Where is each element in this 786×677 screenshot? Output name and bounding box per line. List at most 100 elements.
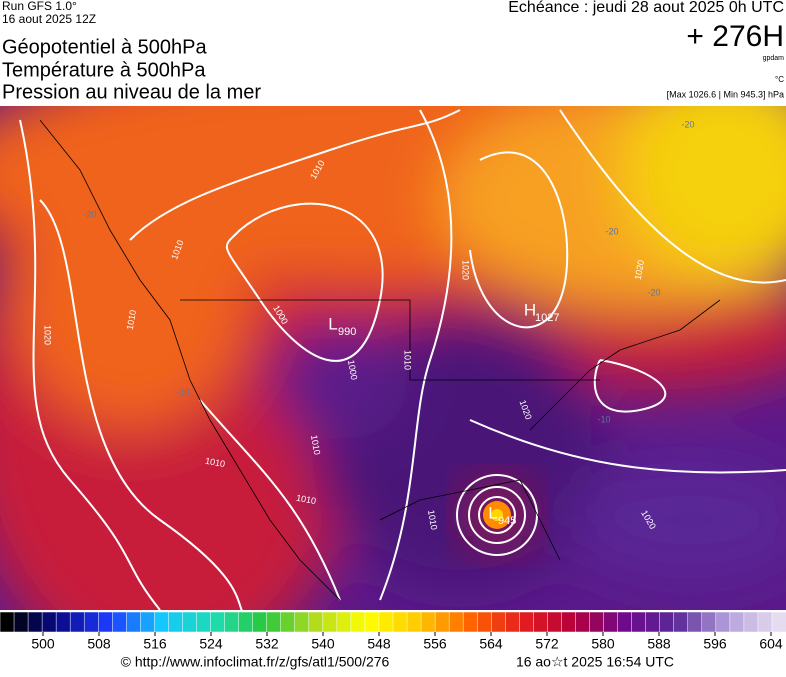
colorbar-cell — [434, 611, 450, 633]
isobar-label: 1010 — [125, 309, 138, 330]
colorbar-cell — [168, 611, 184, 633]
colorbar-cell — [336, 611, 352, 633]
colorbar-cell — [308, 611, 324, 633]
colorbar-cell — [83, 611, 100, 633]
lead-time: + 276H — [686, 20, 784, 53]
pressure-center-type: L — [488, 503, 497, 522]
colorbar-cell — [252, 611, 268, 633]
colorbar-label: 556 — [423, 636, 447, 652]
isobar-label: 1010 — [309, 434, 322, 455]
colorbar-cell — [420, 611, 436, 633]
colorbar-cell — [196, 611, 212, 633]
colorbar-cell — [238, 611, 254, 633]
colorbar: 500 508 516 524 532 540 548 556 564 572 580 588 596 6… — [0, 611, 786, 652]
run-label: Run GFS 1.0° — [2, 0, 77, 13]
colorbar-cell — [126, 611, 142, 633]
colorbar-cell — [350, 611, 366, 633]
colorbar-cell — [462, 611, 478, 633]
colorbar-cell — [13, 611, 29, 633]
temperature-label: -10 — [597, 414, 610, 424]
colorbar-cell — [715, 611, 731, 633]
colorbar-label: 588 — [647, 636, 671, 652]
unit-temp: °C — [775, 75, 784, 84]
colorbar-cell — [533, 611, 549, 633]
coastlines — [39, 119, 721, 601]
title-line: Géopotentiel à 500hPa — [2, 36, 207, 58]
colorbar-label: 508 — [87, 636, 111, 652]
colorbar-cell — [392, 611, 408, 633]
colorbar-cell — [547, 611, 563, 633]
colorbar-label: 532 — [255, 636, 279, 652]
colorbar-cell — [266, 611, 282, 633]
colorbar-cell — [41, 611, 57, 633]
colorbar-cell — [27, 611, 43, 633]
colorbar-cell — [406, 611, 422, 633]
colorbar-cell — [294, 611, 310, 633]
colorbar-label: 516 — [143, 636, 167, 652]
colorbar-cell — [743, 611, 759, 633]
colorbar-cell — [0, 611, 15, 633]
colorbar-cell — [729, 611, 745, 633]
colorbar-cell — [448, 611, 464, 633]
colorbar-cell — [322, 611, 338, 633]
colorbar-cell — [757, 611, 773, 633]
colorbar-cell — [659, 611, 675, 633]
colorbar-cell — [687, 611, 703, 633]
temperature-label: -20 — [681, 119, 694, 129]
colorbar-cell — [98, 611, 114, 633]
timestamp: 16 ao☆t 2025 16:54 UTC — [516, 654, 674, 670]
colorbar-cell — [673, 611, 689, 633]
colorbar-cell — [589, 611, 605, 633]
colorbar-cell — [645, 611, 661, 633]
colorbar-cell — [505, 611, 521, 633]
colorbar-cell — [224, 611, 240, 633]
colorbar-cell — [631, 611, 647, 633]
colorbar-cell — [112, 611, 128, 633]
colorbar-label: 572 — [535, 636, 559, 652]
colorbar-cell — [140, 611, 156, 633]
colorbar-cell — [182, 611, 198, 633]
run-date: 16 aout 2025 12Z — [2, 12, 96, 26]
colorbar-cell — [561, 611, 577, 633]
colorbar-label: 524 — [199, 636, 223, 652]
colorbar-label: 564 — [479, 636, 503, 652]
title-line: Pression au niveau de la mer — [2, 81, 261, 103]
temperature-label: -20 — [647, 287, 660, 297]
isobar-label: 1000 — [346, 359, 359, 380]
unit-geo: gpdam — [763, 55, 785, 62]
colorbar-cell — [55, 611, 71, 633]
pressure-center-type: H — [524, 300, 536, 319]
colorbar-cell — [210, 611, 226, 633]
colorbar-cell — [280, 611, 296, 633]
valid-time: Echéance : jeudi 28 aout 2025 0h UTC — [508, 0, 784, 16]
temperature-label: -10 — [176, 387, 189, 397]
colorbar-label: 548 — [367, 636, 391, 652]
colorbar-label: 580 — [591, 636, 615, 652]
colorbar-cell — [476, 611, 493, 633]
colorbar-cell — [617, 611, 633, 633]
colorbar-cell — [378, 611, 394, 633]
pressure-center-value: 1027 — [535, 312, 559, 324]
colorbar-cell — [701, 611, 717, 633]
isobar-label: 1010 — [403, 350, 413, 370]
title-line: Température à 500hPa — [2, 59, 206, 81]
isobar-label: 1020 — [43, 325, 53, 345]
colorbar-label: 540 — [311, 636, 335, 652]
colorbar-cell — [519, 611, 535, 633]
isobar-label: 1010 — [426, 509, 439, 530]
colorbar-cell — [603, 611, 619, 633]
source-url: © http://www.infoclimat.fr/z/gfs/atl1/50… — [121, 654, 390, 670]
isobar-label: 1010 — [295, 493, 316, 506]
colorbar-cell — [771, 611, 786, 633]
pressure-center-value: 990 — [338, 326, 356, 338]
colorbar-label: 604 — [759, 636, 783, 652]
colorbar-cell — [575, 611, 591, 633]
pressure-range: [Max 1026.6 | Min 945.3] hPa — [667, 89, 784, 99]
colorbar-cell — [364, 611, 380, 633]
isobar-label: 1020 — [633, 259, 646, 280]
isobar-label: 1020 — [461, 260, 471, 280]
colorbar-cell — [69, 611, 85, 633]
colorbar-label: 500 — [31, 636, 55, 652]
